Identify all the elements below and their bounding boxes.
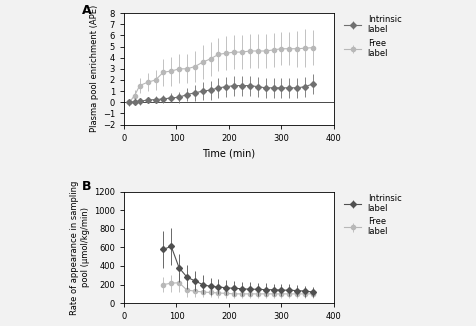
Text: B: B [82,180,91,193]
Y-axis label: Plasma pool enrichment (APE): Plasma pool enrichment (APE) [89,5,99,132]
X-axis label: Time (min): Time (min) [202,148,255,158]
Y-axis label: Rate of appearance in sampling
pool (μmol/kg/min): Rate of appearance in sampling pool (μmo… [70,180,89,315]
Legend: Intrinsic
label, Free
label: Intrinsic label, Free label [344,15,401,58]
Text: A: A [82,4,91,17]
Legend: Intrinsic
label, Free
label: Intrinsic label, Free label [344,194,401,236]
